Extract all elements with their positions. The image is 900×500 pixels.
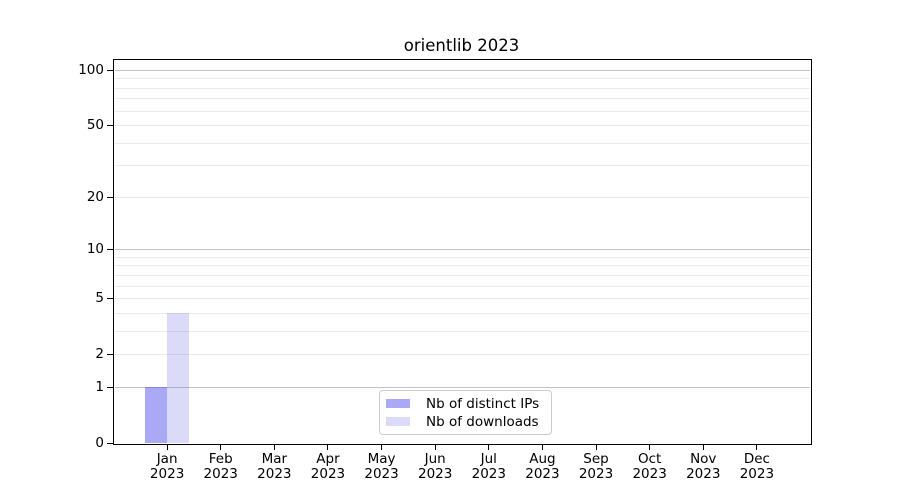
x-tick-year: 2023: [686, 466, 721, 482]
minor-gridline: [114, 274, 810, 276]
x-tick-label: Jul 2023: [461, 450, 517, 483]
major-gridline: [114, 69, 810, 71]
x-tick-month: Jun: [424, 450, 446, 467]
minor-gridline: [114, 78, 810, 80]
y-tick-label: 2: [95, 346, 104, 363]
x-tick-label: Dec 2023: [729, 450, 785, 483]
y-tick-mark: [107, 354, 113, 356]
minor-gridline: [114, 196, 810, 198]
x-tick-mark: [327, 444, 329, 450]
legend-label: Nb of distinct IPs: [426, 395, 540, 412]
x-tick-label: Aug 2023: [514, 450, 570, 483]
x-tick-month: Dec: [743, 450, 770, 467]
y-tick-label: 20: [86, 188, 104, 205]
x-tick-month: Apr: [316, 450, 340, 467]
major-gridline: [114, 249, 810, 251]
x-tick-year: 2023: [257, 466, 292, 482]
x-tick-mark: [541, 444, 543, 450]
x-tick-year: 2023: [632, 466, 667, 482]
x-tick-month: Nov: [690, 450, 717, 467]
y-tick-mark: [107, 249, 113, 251]
legend-swatch-distinct-ips: [386, 398, 410, 409]
x-tick-month: Jul: [480, 450, 497, 467]
y-tick-label: 1: [95, 378, 104, 395]
x-tick-mark: [220, 444, 222, 450]
x-tick-mark: [595, 444, 597, 450]
x-tick-month: Aug: [529, 450, 556, 467]
chart-title: orientlib 2023: [403, 36, 520, 55]
major-gridline: [114, 386, 810, 388]
minor-gridline: [114, 165, 810, 167]
minor-gridline: [114, 354, 810, 356]
x-tick-year: 2023: [364, 466, 399, 482]
legend-row: Nb of distinct IPs: [386, 396, 545, 412]
minor-gridline: [114, 110, 810, 112]
y-tick-label: 10: [86, 241, 104, 258]
minor-gridline: [114, 285, 810, 287]
x-tick-year: 2023: [203, 466, 238, 482]
x-tick-label: Feb 2023: [193, 450, 249, 483]
x-tick-year: 2023: [525, 466, 560, 482]
legend-swatch-downloads: [386, 416, 410, 427]
y-tick-mark: [107, 125, 113, 127]
y-tick-mark: [107, 69, 113, 71]
minor-gridline: [114, 256, 810, 258]
x-tick-month: May: [367, 450, 396, 467]
legend-label: Nb of downloads: [426, 413, 539, 430]
x-tick-month: Sep: [583, 450, 609, 467]
y-tick-mark: [107, 443, 113, 444]
x-tick-label: Jun 2023: [407, 450, 463, 483]
x-tick-label: May 2023: [354, 450, 410, 483]
x-tick-label: Mar 2023: [246, 450, 302, 483]
minor-gridline: [114, 98, 810, 100]
x-tick-mark: [381, 444, 383, 450]
x-tick-label: Sep 2023: [568, 450, 624, 483]
x-tick-month: Oct: [637, 450, 662, 467]
legend-row: Nb of downloads: [386, 414, 545, 430]
legend: Nb of distinct IPs Nb of downloads: [379, 390, 552, 435]
x-tick-year: 2023: [310, 466, 346, 482]
y-tick-label: 0: [95, 435, 104, 451]
x-tick-year: 2023: [739, 466, 775, 482]
y-tick-mark: [107, 386, 113, 388]
x-tick-mark: [488, 444, 490, 450]
minor-gridline: [114, 298, 810, 300]
x-tick-year: 2023: [471, 466, 506, 482]
y-tick-label: 50: [86, 117, 104, 134]
minor-gridline: [114, 125, 810, 127]
x-tick-month: Jan: [156, 450, 178, 467]
x-tick-mark: [434, 444, 436, 450]
x-tick-label: Nov 2023: [675, 450, 731, 483]
x-tick-mark: [273, 444, 275, 450]
x-tick-mark: [702, 444, 704, 450]
x-tick-mark: [166, 444, 168, 450]
x-tick-label: Jan 2023: [139, 450, 195, 483]
minor-gridline: [114, 87, 810, 89]
y-tick-label: 5: [95, 290, 104, 307]
x-tick-mark: [756, 444, 758, 450]
bar-distinct-ips: [145, 387, 168, 444]
y-tick-mark: [107, 196, 113, 198]
y-tick-label: 100: [78, 61, 104, 78]
x-tick-year: 2023: [418, 466, 453, 482]
y-tick-mark: [107, 298, 113, 300]
minor-gridline: [114, 265, 810, 267]
bar-downloads: [167, 313, 190, 444]
x-tick-label: Apr 2023: [300, 450, 356, 483]
x-tick-year: 2023: [149, 466, 185, 482]
x-tick-month: Feb: [208, 450, 233, 467]
x-tick-year: 2023: [578, 466, 614, 482]
minor-gridline: [114, 142, 810, 144]
x-tick-month: Mar: [261, 450, 288, 467]
minor-gridline: [114, 312, 810, 314]
minor-gridline: [114, 330, 810, 332]
x-tick-mark: [649, 444, 651, 450]
x-tick-label: Oct 2023: [622, 450, 678, 483]
